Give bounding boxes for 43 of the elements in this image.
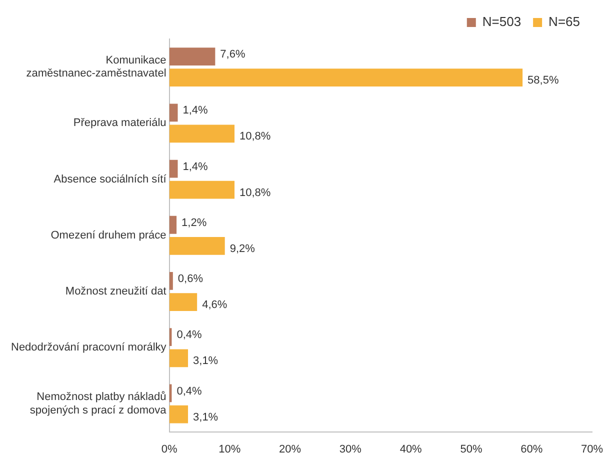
data-label: 58,5%: [528, 74, 559, 87]
data-label: 1,4%: [182, 160, 208, 173]
data-label: 3,1%: [193, 355, 218, 368]
x-tick-label: 50%: [460, 443, 482, 456]
y-tick-label: Nedodržování pracovní morálky: [11, 342, 167, 354]
y-tick-label: Komunikace zaměstnanec-zaměstnavatel: [26, 54, 166, 80]
x-tick-label: 10%: [218, 443, 241, 456]
x-tick-label: 70%: [580, 443, 604, 456]
data-label: 0,4%: [176, 329, 202, 342]
data-label: 9,2%: [230, 242, 256, 255]
bar: [169, 180, 235, 199]
bar: [169, 160, 178, 178]
x-tick-label: 40%: [400, 443, 422, 456]
bar: [169, 216, 177, 234]
bar: [169, 68, 523, 87]
bar: [169, 104, 178, 122]
data-label: 10,8%: [240, 186, 271, 199]
bar: [169, 293, 198, 311]
y-tick-label: Přeprava materiálu: [73, 117, 166, 130]
legend-label: N=65: [548, 14, 580, 30]
bar: [169, 48, 216, 66]
bar: [169, 405, 188, 424]
bar: [169, 236, 225, 255]
y-tick-label: Nemožnost platby nákladů spojených s prací z domova: [30, 391, 168, 416]
x-tick-label: 0%: [161, 443, 178, 456]
data-label: 7,6%: [220, 48, 246, 61]
x-tick-label: 20%: [279, 443, 302, 456]
y-tick-label: Absence sociálních sítí: [54, 173, 168, 186]
data-label: 3,1%: [193, 411, 218, 424]
data-label: 1,2%: [182, 216, 207, 229]
bar: [169, 349, 188, 368]
data-label: 0,4%: [176, 385, 202, 398]
bar: [169, 272, 173, 290]
legend-label: N=503: [482, 14, 522, 30]
data-label: 0,6%: [178, 273, 204, 286]
x-tick-label: 60%: [520, 443, 543, 456]
data-label: 1,4%: [182, 104, 208, 117]
x-tick-label: 30%: [339, 443, 362, 456]
y-tick-label: Omezení druhem práce: [50, 229, 166, 242]
data-label: 4,6%: [202, 299, 228, 312]
data-label: 10,8%: [240, 130, 271, 143]
y-tick-label: Možnost zneužití dat: [65, 286, 166, 298]
bar: [169, 124, 235, 143]
